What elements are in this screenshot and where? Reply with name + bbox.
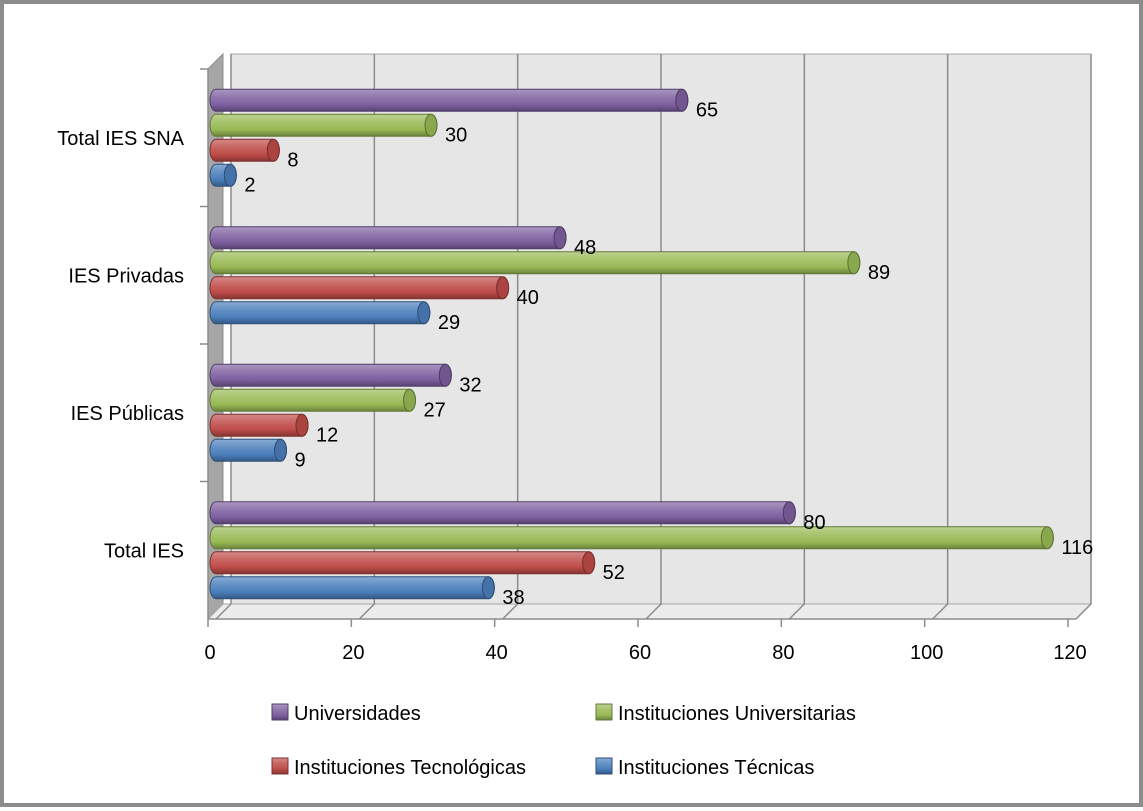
x-axis-ticks: 0 20 40 60 80 100 120 [204, 618, 1087, 664]
gridline-floor [645, 603, 662, 620]
value-label: 48 [574, 237, 596, 259]
value-label: 2 [244, 174, 255, 196]
value-label: 89 [868, 262, 890, 284]
value-label: 29 [438, 312, 460, 334]
y-category-label: IES Privadas [68, 265, 184, 287]
bar-ies-publicas-universidades [209, 363, 452, 387]
x-tick-label: 120 [1053, 642, 1086, 664]
legend-label: Instituciones Tecnológicas [294, 757, 526, 779]
bar-total-ies-sna-universidades [209, 88, 689, 112]
bar-ies-privadas-instituciones-universitarias [209, 251, 861, 275]
bar-ies-publicas-instituciones-universitarias [209, 388, 416, 412]
legend-item-instituciones-tecnicas: Instituciones Técnicas [595, 757, 814, 779]
legend-item-instituciones-tecnologicas: Instituciones Tecnológicas [271, 757, 526, 779]
x-tick-label: 0 [204, 642, 215, 664]
value-label: 40 [517, 287, 539, 309]
value-label: 27 [424, 399, 446, 421]
value-label: 38 [502, 587, 524, 609]
gridline-floor [788, 603, 805, 620]
bar-total-ies-instituciones-tecnicas [209, 576, 495, 600]
y-category-label: Total IES SNA [57, 128, 184, 150]
y-axis-categories: Total IES IES Públicas IES Privadas Total I… [57, 68, 209, 619]
value-label: 80 [803, 512, 825, 534]
value-label: 8 [287, 149, 298, 171]
value-label: 32 [459, 374, 481, 396]
gridline-floor [502, 603, 519, 620]
x-tick-label: 80 [772, 642, 794, 664]
chart-canvas: 38 52 116 80 9 12 27 32 29 40 89 48 2 8 30 65 0 20 40 60 80… [57, 52, 1093, 779]
y-category-label: Total IES [104, 540, 184, 562]
gridline-floor [1075, 603, 1092, 620]
bar-total-ies-instituciones-universitarias [209, 526, 1054, 550]
value-label: 52 [603, 562, 625, 584]
gridline-floor [932, 603, 949, 620]
value-label: 12 [316, 424, 338, 446]
legend-swatch [271, 703, 289, 721]
value-label: 116 [1061, 537, 1093, 559]
bar-ies-privadas-universidades [209, 226, 567, 250]
value-label: 65 [696, 99, 718, 121]
value-label: 9 [295, 449, 306, 471]
value-labels: 38 52 116 80 9 12 27 32 29 40 89 48 2 8 30 65 [244, 99, 1093, 609]
legend-label: Universidades [294, 703, 421, 725]
bar-ies-privadas-instituciones-tecnicas [209, 301, 431, 325]
legend-item-universidades: Universidades [271, 703, 421, 725]
legend-swatch [271, 757, 289, 775]
legend-label: Instituciones Técnicas [618, 757, 814, 779]
bar-ies-publicas-instituciones-tecnicas [209, 438, 287, 462]
bars [209, 88, 1054, 600]
gridline-floor [215, 603, 232, 620]
bar-ies-publicas-instituciones-tecnologicas [209, 413, 309, 437]
gridline-floor [358, 603, 375, 620]
y-category-label: IES Públicas [71, 403, 184, 425]
bar-total-ies-sna-instituciones-tecnicas [209, 163, 237, 187]
floor [206, 603, 1093, 620]
x-tick-label: 60 [629, 642, 651, 664]
legend-swatch [595, 703, 613, 721]
value-label: 30 [445, 124, 467, 146]
legend-swatch [595, 757, 613, 775]
bar-total-ies-sna-instituciones-universitarias [209, 113, 438, 137]
x-tick-label: 100 [910, 642, 943, 664]
bar-total-ies-instituciones-tecnologicas [209, 551, 596, 575]
legend-label: Instituciones Universitarias [618, 703, 856, 725]
x-tick-label: 20 [342, 642, 364, 664]
bar-ies-privadas-instituciones-tecnologicas [209, 276, 510, 300]
legend: Universidades Instituciones Universitaria… [271, 703, 856, 779]
bar-total-ies-universidades [209, 501, 796, 525]
bar-total-ies-sna-instituciones-tecnologicas [209, 138, 280, 162]
x-tick-label: 40 [486, 642, 508, 664]
legend-item-instituciones-universitarias: Instituciones Universitarias [595, 703, 856, 725]
